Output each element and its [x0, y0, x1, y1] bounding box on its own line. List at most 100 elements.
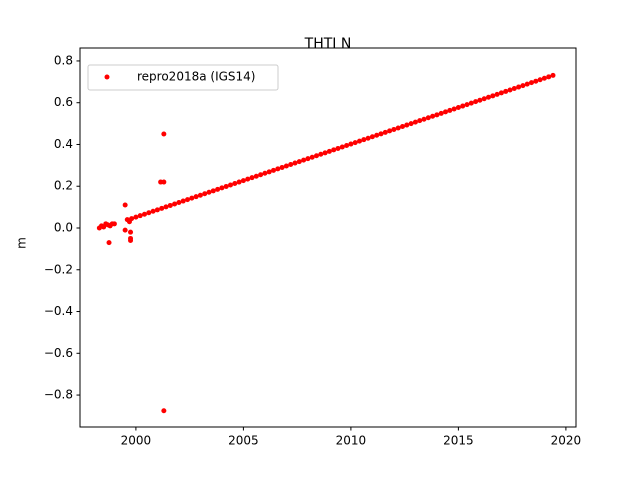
point: [438, 110, 444, 116]
point: [159, 205, 165, 211]
x-tick-label: 2015: [443, 434, 474, 448]
point: [477, 97, 483, 103]
point: [494, 91, 500, 97]
point: [296, 159, 302, 165]
point: [318, 151, 324, 157]
point: [490, 93, 496, 99]
point: [197, 192, 203, 198]
point: [180, 198, 186, 204]
y-tick-label: 0.4: [54, 137, 73, 151]
point: [404, 122, 410, 128]
point: [533, 78, 539, 84]
point: [146, 210, 152, 216]
point: [541, 75, 547, 81]
point: [365, 135, 371, 141]
point: [421, 116, 427, 122]
point: [378, 131, 384, 137]
point: [161, 408, 167, 414]
point: [352, 140, 358, 146]
y-tick-label: −0.4: [44, 304, 73, 318]
point: [524, 81, 530, 87]
point: [369, 134, 375, 140]
point: [464, 102, 470, 108]
point: [288, 162, 294, 168]
point: [520, 83, 526, 89]
point: [232, 181, 238, 187]
point: [382, 129, 388, 135]
y-tick-label: 0.0: [54, 220, 73, 234]
point: [215, 186, 221, 192]
point: [331, 147, 337, 153]
chart-title: THTI N: [304, 36, 352, 52]
point: [202, 191, 208, 197]
point: [245, 176, 251, 182]
point: [387, 128, 393, 134]
point: [507, 87, 513, 93]
point: [133, 214, 139, 220]
point: [356, 138, 362, 144]
y-tick-label: −0.2: [44, 262, 73, 276]
point: [184, 197, 190, 203]
point: [240, 178, 246, 184]
point: [111, 221, 117, 227]
point: [468, 100, 474, 106]
point: [292, 160, 298, 166]
plot-frame: [79, 47, 577, 428]
point: [189, 195, 195, 201]
point: [399, 124, 405, 130]
point: [262, 170, 268, 176]
point: [236, 179, 242, 185]
point: [161, 131, 167, 137]
point: [473, 99, 479, 105]
y-tick-label: 0.2: [54, 179, 73, 193]
x-tick-label: 2005: [228, 434, 259, 448]
y-tick-label: −0.8: [44, 388, 73, 402]
point: [546, 74, 552, 80]
point: [498, 90, 504, 96]
point: [451, 106, 457, 112]
legend-label: repro2018a (IGS14): [137, 70, 255, 84]
point: [503, 88, 509, 94]
point: [253, 173, 259, 179]
point: [374, 132, 380, 138]
point: [434, 112, 440, 118]
point: [301, 157, 307, 163]
point: [537, 77, 543, 83]
point: [223, 183, 229, 189]
point: [122, 227, 128, 233]
point: [511, 86, 517, 92]
point: [344, 143, 350, 149]
point: [395, 125, 401, 131]
point: [339, 144, 345, 150]
x-tick-label: 2020: [551, 434, 582, 448]
point: [122, 202, 128, 208]
point: [176, 200, 182, 206]
point: [322, 150, 328, 156]
x-tick-label: 2000: [121, 434, 152, 448]
y-tick-label: 0.8: [54, 53, 73, 67]
point: [129, 216, 135, 222]
point: [447, 107, 453, 113]
point: [425, 115, 431, 121]
point: [335, 145, 341, 151]
y-tick-label: −0.6: [44, 346, 73, 360]
point: [361, 137, 367, 143]
point: [417, 118, 423, 124]
point: [326, 148, 332, 154]
legend-marker: [104, 74, 110, 80]
point: [313, 153, 319, 159]
point: [249, 175, 255, 181]
point: [485, 94, 491, 100]
point: [275, 166, 281, 172]
point: [128, 238, 134, 244]
point: [128, 229, 134, 235]
point: [137, 213, 143, 219]
point: [172, 201, 178, 207]
y-tick-label: 0.6: [54, 95, 73, 109]
point: [408, 121, 414, 127]
point: [206, 189, 212, 195]
point: [227, 182, 233, 188]
point: [460, 103, 466, 109]
x-tick-label: 2010: [336, 434, 367, 448]
